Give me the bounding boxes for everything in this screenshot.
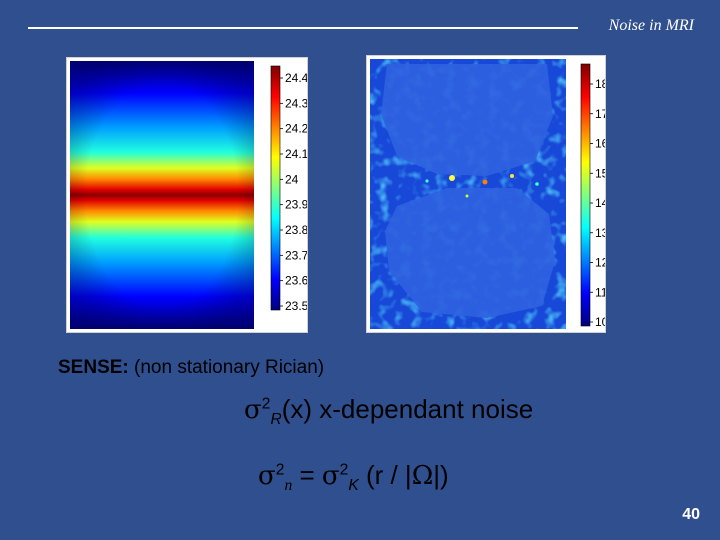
left-colorbar-tick-label: 23.8 — [285, 223, 307, 237]
formula2-text: (r / | — [358, 460, 412, 490]
exponent: 2 — [275, 461, 285, 479]
right-noise-map: 18 17 16 15 14 13 12 11 10 — [370, 59, 605, 329]
right-colorbar-tick-label: 12 — [595, 256, 605, 270]
left-colorbar-tick-label: 24.3 — [285, 96, 307, 110]
sigma-symbol: σ — [258, 461, 276, 491]
left-colorbar-tick-label: 24.1 — [285, 147, 307, 161]
subscript: R — [270, 411, 282, 429]
left-colorbar-tick-label: 23.5 — [285, 299, 307, 313]
caption-rest: (non stationary Rician) — [128, 357, 325, 378]
upper-lobe — [381, 64, 553, 176]
sigma-symbol: σ — [321, 461, 340, 491]
right-colorbar-tick-label: 15 — [595, 166, 605, 180]
left-noise-map-panel: 24.4 24.3 24.2 24.1 24 23.9 23.8 23.7 23.6 23.5 — [66, 57, 308, 333]
left-colorbar-tick-label: 24.4 — [285, 71, 307, 85]
right-colorbar-tick-label: 11 — [595, 285, 605, 299]
right-colorbar-tick-label: 17 — [595, 107, 605, 121]
exponent: 2 — [339, 461, 349, 479]
header-rule — [28, 27, 578, 29]
right-colorbar-tick-label: 18 — [595, 77, 605, 91]
right-colorbar-tick-label: 13 — [595, 226, 605, 240]
page-number: 40 — [682, 506, 700, 523]
subscript: K — [348, 477, 359, 495]
left-noise-map: 24.4 24.3 24.2 24.1 24 23.9 23.8 23.7 23.6 23.5 — [70, 61, 307, 329]
formula2-close: |) — [433, 460, 449, 490]
right-colorbar — [580, 63, 591, 327]
subscript: n — [284, 477, 293, 495]
right-colorbar-tick-label: 14 — [595, 196, 605, 210]
caption: SENSE: (non stationary Rician) — [58, 357, 324, 379]
slide-title: Noise in MRI — [608, 17, 694, 34]
right-noise-map-panel: 18 17 16 15 14 13 12 11 10 — [366, 55, 606, 333]
right-colorbar-tick-label: 10 — [595, 315, 605, 329]
left-colorbar-tick-label: 23.7 — [285, 248, 307, 262]
left-colorbar-tick-label: 24 — [285, 172, 299, 186]
formula-sigma-r: σ2R(x) x-dependant noise — [244, 394, 533, 429]
left-colorbar-tick-label: 23.6 — [285, 274, 307, 288]
sigma-symbol: σ — [244, 395, 262, 425]
omega-symbol: Ω — [411, 461, 434, 491]
left-colorbar-tick-label: 23.9 — [285, 198, 307, 212]
right-colorbar-tick-label: 16 — [595, 137, 605, 151]
lower-lobe — [385, 188, 555, 318]
left-colorbar — [270, 65, 281, 311]
left-colorbar-tick-label: 24.2 — [285, 122, 307, 136]
exponent: 2 — [261, 395, 271, 413]
formula1-text: (x) x-dependant noise — [281, 394, 534, 424]
equals: = — [292, 460, 322, 490]
caption-bold: SENSE: — [58, 357, 129, 378]
formula-sigma-n: σ2n = σ2K (r / |Ω|) — [258, 460, 449, 495]
